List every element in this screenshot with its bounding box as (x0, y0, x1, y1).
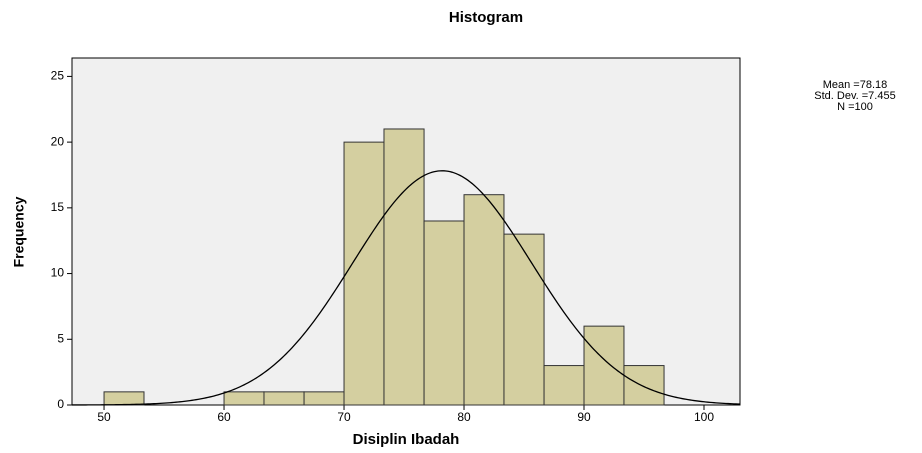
histogram-bar (343, 141, 385, 406)
y-tick-label: 15 (51, 200, 65, 214)
y-tick-label: 10 (51, 266, 65, 280)
x-tick-label: 60 (217, 410, 231, 424)
y-tick-label: 0 (57, 397, 64, 411)
stats-label: Std. Dev. =7.455 (814, 90, 895, 102)
y-tick-label: 20 (51, 134, 65, 148)
histogram-bar (503, 233, 545, 406)
x-axis-label: Disiplin Ibadah (353, 431, 460, 448)
histogram-bar (423, 220, 465, 406)
x-tick-label: 80 (457, 410, 471, 424)
normal-curve (71, 170, 741, 406)
histogram-bar (223, 391, 265, 406)
histogram-bar (543, 365, 585, 406)
stats-label: Mean =78.18 (823, 79, 888, 91)
histogram-bar (303, 391, 345, 406)
histogram-bar (623, 365, 665, 406)
x-tick-label: 100 (694, 410, 714, 424)
histogram-bar (263, 391, 305, 406)
chart-title: Histogram (449, 9, 523, 26)
histogram-bar (103, 391, 145, 406)
histogram-bar (583, 325, 625, 406)
y-tick-label: 5 (57, 331, 64, 345)
x-tick-label: 70 (337, 410, 351, 424)
stats-label: N =100 (837, 101, 873, 113)
histogram-bar (383, 128, 425, 406)
y-axis-label: Frequency (11, 196, 27, 267)
histogram-bar (463, 194, 505, 406)
y-tick-label: 25 (51, 69, 65, 83)
x-tick-label: 50 (97, 410, 111, 424)
x-tick-label: 90 (577, 410, 591, 424)
